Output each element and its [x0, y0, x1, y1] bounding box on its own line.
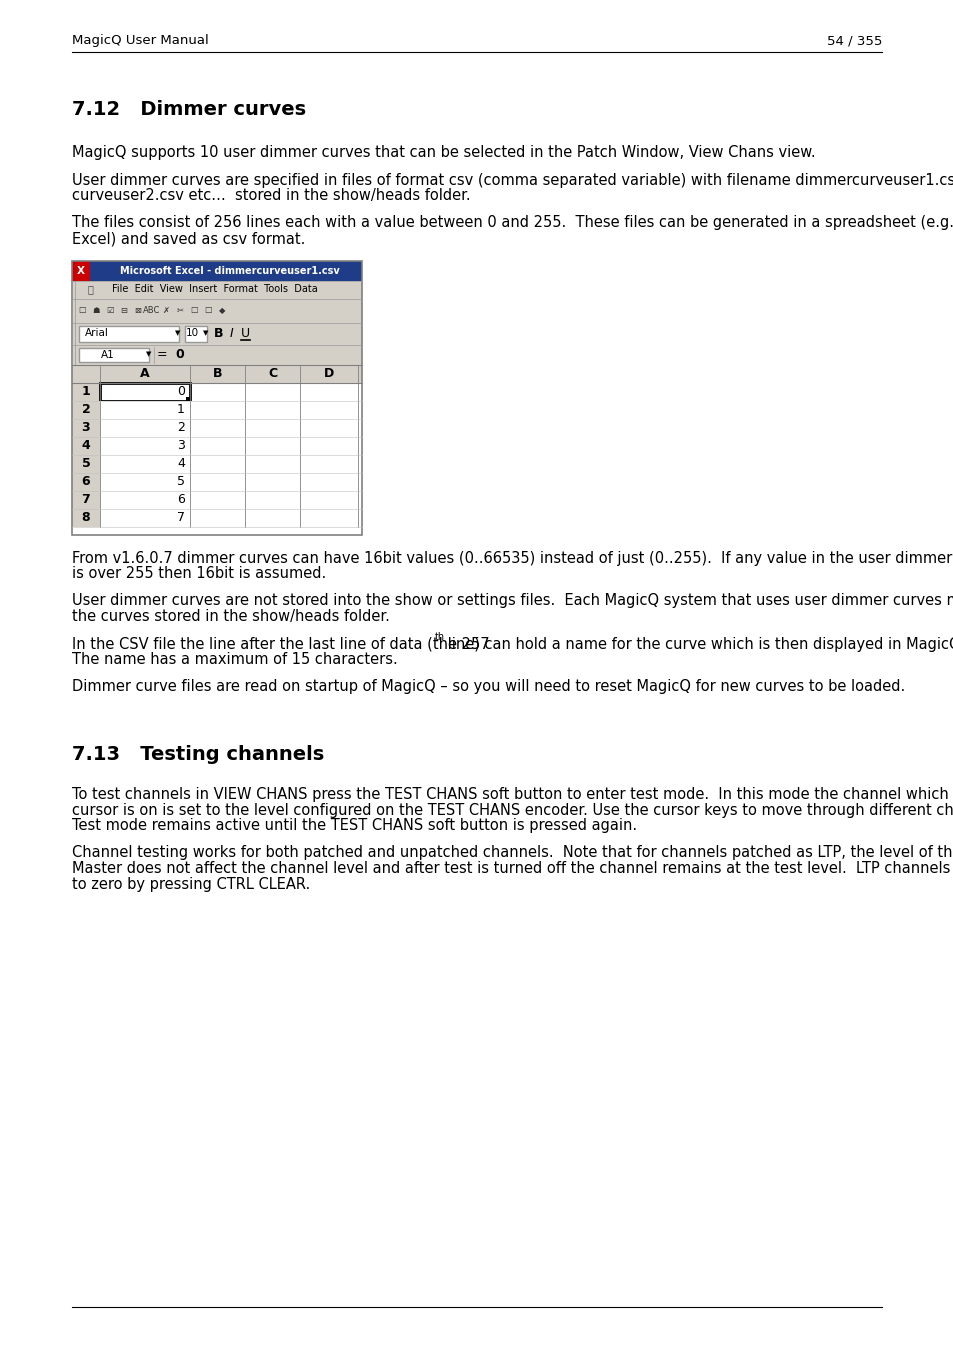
Text: Master does not affect the channel level and after test is turned off the channe: Master does not affect the channel level…	[71, 861, 953, 876]
Text: B: B	[213, 367, 222, 379]
Text: MagicQ User Manual: MagicQ User Manual	[71, 34, 209, 47]
Bar	[71, 323, 361, 344]
Text: ☑: ☑	[106, 306, 113, 315]
Text: ⊠: ⊠	[134, 306, 141, 315]
Bar	[186, 397, 191, 401]
Text: Microsoft Excel - dimmercurveuser1.csv: Microsoft Excel - dimmercurveuser1.csv	[120, 266, 339, 275]
Bar	[71, 509, 361, 526]
Text: A1: A1	[101, 350, 114, 359]
Text: MagicQ supports 10 user dimmer curves that can be selected in the Patch Window, : MagicQ supports 10 user dimmer curves th…	[71, 144, 815, 161]
Text: ✗: ✗	[162, 306, 170, 315]
Text: X: X	[77, 266, 85, 275]
Text: ✂: ✂	[176, 306, 183, 315]
Bar	[71, 281, 361, 298]
Bar	[71, 418, 100, 436]
Text: =: =	[156, 348, 167, 360]
Text: C: C	[268, 367, 276, 379]
Text: 54 / 355: 54 / 355	[825, 34, 882, 47]
Text: Channel testing works for both patched and unpatched channels.  Note that for ch: Channel testing works for both patched a…	[71, 845, 953, 860]
Text: A: A	[140, 367, 150, 379]
Text: ☐: ☐	[204, 306, 212, 315]
Text: 0: 0	[174, 348, 184, 360]
Text: is over 255 then 16bit is assumed.: is over 255 then 16bit is assumed.	[71, 566, 326, 580]
Text: I: I	[230, 327, 233, 340]
Text: ◆: ◆	[218, 306, 225, 315]
Text: Dimmer curve files are read on startup of MagicQ – so you will need to reset Mag: Dimmer curve files are read on startup o…	[71, 679, 904, 694]
Text: 1: 1	[82, 385, 91, 398]
Text: ▼: ▼	[174, 331, 180, 336]
Text: User dimmer curves are specified in files of format csv (comma separated variabl: User dimmer curves are specified in file…	[71, 173, 953, 188]
Text: 4: 4	[82, 439, 91, 452]
Text: curveuser2.csv etc…  stored in the show/heads folder.: curveuser2.csv etc… stored in the show/h…	[71, 188, 470, 202]
Text: 3: 3	[82, 421, 91, 433]
Text: 6: 6	[177, 493, 185, 506]
Bar	[71, 401, 100, 418]
Text: The files consist of 256 lines each with a value between 0 and 255.  These files: The files consist of 256 lines each with…	[71, 216, 953, 231]
Text: Excel) and saved as csv format.: Excel) and saved as csv format.	[71, 231, 305, 246]
Text: 8: 8	[82, 512, 91, 524]
Text: 0: 0	[177, 385, 185, 398]
Bar	[71, 261, 361, 535]
Text: ABC: ABC	[143, 306, 160, 315]
Text: 2: 2	[177, 421, 185, 433]
Bar	[71, 364, 361, 382]
Text: User dimmer curves are not stored into the show or settings files.  Each MagicQ : User dimmer curves are not stored into t…	[71, 594, 953, 609]
Text: ☐: ☐	[78, 306, 86, 315]
Text: File  Edit  View  Insert  Format  Tools  Data: File Edit View Insert Format Tools Data	[112, 285, 317, 294]
Text: 4: 4	[177, 458, 185, 470]
Bar	[71, 472, 100, 490]
Text: 2: 2	[82, 404, 91, 416]
Bar	[185, 325, 207, 342]
Bar	[71, 472, 361, 490]
Text: D: D	[323, 367, 334, 379]
Text: B: B	[214, 327, 224, 340]
Text: 7: 7	[177, 512, 185, 524]
Bar	[71, 261, 361, 281]
Bar	[71, 490, 100, 509]
Text: ☗: ☗	[92, 306, 100, 315]
Bar	[79, 325, 179, 342]
Text: 7: 7	[82, 493, 91, 506]
Text: th: th	[435, 633, 445, 643]
Text: 5: 5	[177, 475, 185, 487]
Text: Test mode remains active until the TEST CHANS soft button is pressed again.: Test mode remains active until the TEST …	[71, 818, 637, 833]
Text: ⊟: ⊟	[120, 306, 128, 315]
Text: cursor is on is set to the level configured on the TEST CHANS encoder. Use the c: cursor is on is set to the level configu…	[71, 802, 953, 818]
Text: 📄: 📄	[87, 285, 92, 294]
Text: 6: 6	[82, 475, 91, 487]
Bar	[100, 382, 190, 401]
Text: The name has a maximum of 15 characters.: The name has a maximum of 15 characters.	[71, 652, 397, 667]
Text: 7.12   Dimmer curves: 7.12 Dimmer curves	[71, 100, 306, 119]
Text: ▼: ▼	[203, 331, 208, 336]
Bar	[71, 455, 361, 472]
Text: ▼: ▼	[146, 351, 152, 358]
Text: In the CSV file the line after the last line of data (the 257: In the CSV file the line after the last …	[71, 636, 489, 652]
Text: 3: 3	[177, 439, 185, 452]
Bar	[71, 436, 361, 455]
Bar	[71, 401, 361, 418]
Text: 10: 10	[185, 328, 198, 339]
Text: line) can hold a name for the curve which is then displayed in MagicQ.: line) can hold a name for the curve whic…	[442, 636, 953, 652]
Bar	[71, 509, 100, 526]
Text: Arial: Arial	[85, 328, 109, 339]
Text: 5: 5	[82, 458, 91, 470]
Text: 1: 1	[177, 404, 185, 416]
Bar	[71, 455, 100, 472]
Text: to zero by pressing CTRL CLEAR.: to zero by pressing CTRL CLEAR.	[71, 876, 310, 891]
Bar	[71, 382, 361, 401]
Bar	[79, 347, 149, 362]
Text: To test channels in VIEW CHANS press the TEST CHANS soft button to enter test mo: To test channels in VIEW CHANS press the…	[71, 787, 953, 802]
Text: From v1.6.0.7 dimmer curves can have 16bit values (0..66535) instead of just (0.: From v1.6.0.7 dimmer curves can have 16b…	[71, 551, 953, 566]
Bar	[71, 418, 361, 436]
Text: U: U	[240, 327, 250, 340]
Bar	[71, 344, 361, 364]
Bar	[71, 490, 361, 509]
Text: 7.13   Testing channels: 7.13 Testing channels	[71, 745, 324, 764]
Text: the curves stored in the show/heads folder.: the curves stored in the show/heads fold…	[71, 609, 390, 624]
Bar	[71, 382, 100, 401]
Bar	[71, 436, 100, 455]
Bar	[71, 298, 361, 323]
Text: ☐: ☐	[190, 306, 197, 315]
Bar	[71, 261, 90, 281]
